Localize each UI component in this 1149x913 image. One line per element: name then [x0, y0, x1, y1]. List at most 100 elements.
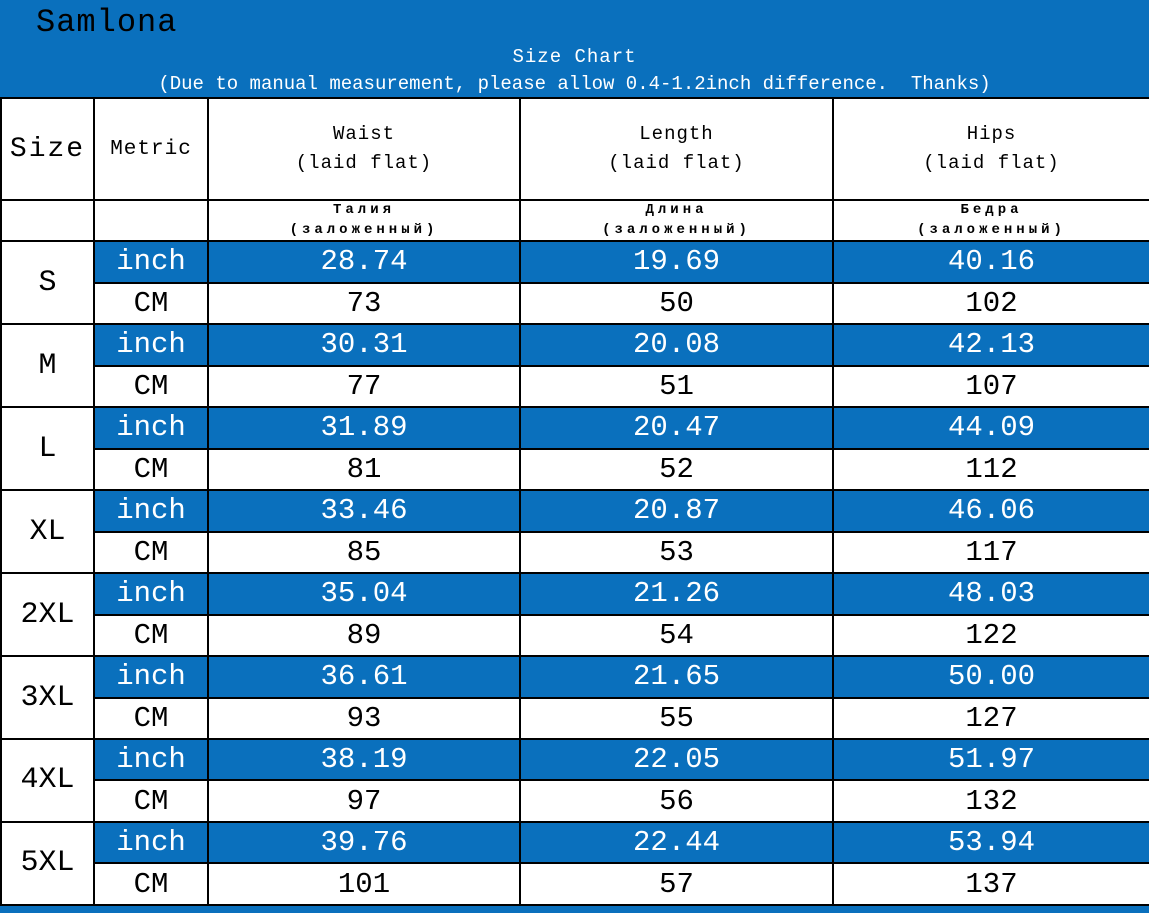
unit-label-inch: inch — [93, 820, 209, 865]
header-waist-ru: Талия (заложенный) — [207, 198, 521, 243]
brand-name: Samlona — [36, 4, 178, 41]
waist-inch-value: 30.31 — [207, 323, 521, 367]
unit-label-cm: CM — [93, 364, 209, 409]
unit-label-inch: inch — [93, 737, 209, 782]
hips-inch-value: 42.13 — [832, 323, 1149, 367]
header-hips: Hips (laid flat) — [832, 97, 1149, 201]
table-row-3xl-cm: CM 93 55 127 — [1, 696, 1149, 741]
hips-cm-value: 127 — [832, 696, 1149, 741]
hips-cm-value: 102 — [832, 281, 1149, 326]
hips-cm-value: 122 — [832, 613, 1149, 658]
length-cm-value: 55 — [519, 696, 834, 741]
length-cm-value: 51 — [519, 364, 834, 409]
size-label: 3XL — [0, 655, 95, 740]
table-row-4xl-inch: 4XL inch 38.19 22.05 51.97 — [0, 737, 1149, 823]
length-inch-value: 21.65 — [519, 655, 834, 699]
waist-inch-value: 35.04 — [207, 572, 521, 616]
waist-inch-value: 28.74 — [207, 240, 521, 284]
hips-cm-value: 107 — [832, 364, 1149, 409]
hips-inch-value: 53.94 — [832, 820, 1149, 865]
waist-inch-value: 36.61 — [207, 655, 521, 699]
page-title: Size Chart — [512, 46, 637, 68]
size-label: 5XL — [0, 820, 95, 907]
unit-label-cm: CM — [93, 447, 209, 492]
hips-cm-value: 137 — [832, 862, 1149, 906]
table-row-l-cm: CM 81 52 112 — [1, 447, 1149, 492]
table-row-xl-cm: CM 85 53 117 — [1, 530, 1149, 575]
table-row-s-inch: S inch 28.74 19.69 40.16 — [0, 240, 1149, 326]
table-row-m-inch: M inch 30.31 20.08 42.13 — [0, 323, 1149, 409]
hips-cm-value: 117 — [832, 530, 1149, 575]
waist-cm-value: 89 — [207, 613, 521, 658]
length-cm-value: 50 — [519, 281, 834, 326]
hips-inch-value: 46.06 — [832, 489, 1149, 533]
table-row-2xl-cm: CM 89 54 122 — [1, 613, 1149, 658]
length-inch-value: 20.47 — [519, 406, 834, 450]
waist-cm-value: 73 — [207, 281, 521, 326]
hips-inch-value: 51.97 — [832, 737, 1149, 782]
table-row-4xl-cm: CM 97 56 132 — [1, 779, 1149, 823]
waist-cm-value: 101 — [207, 862, 521, 906]
size-label: S — [0, 240, 95, 326]
length-inch-value: 22.44 — [519, 820, 834, 865]
length-inch-value: 20.08 — [519, 323, 834, 367]
length-cm-value: 52 — [519, 447, 834, 492]
header-waist-ru-label: Талия — [332, 202, 395, 218]
header-length-sub: (laid flat) — [608, 152, 745, 174]
size-label: 2XL — [0, 572, 95, 658]
table-row-l-inch: L inch 31.89 20.47 44.09 — [0, 406, 1149, 492]
unit-label-inch: inch — [93, 655, 209, 699]
unit-label-cm: CM — [93, 696, 209, 741]
header-length: Length (laid flat) — [519, 97, 834, 201]
measurement-note: (Due to manual measurement, please allow… — [158, 73, 991, 95]
length-cm-value: 54 — [519, 613, 834, 658]
table-row-3xl-inch: 3XL inch 36.61 21.65 50.00 — [0, 655, 1149, 740]
unit-label-inch: inch — [93, 240, 209, 284]
table-row-5xl-inch: 5XL inch 39.76 22.44 53.94 — [0, 820, 1149, 907]
length-inch-value: 19.69 — [519, 240, 834, 284]
size-label: XL — [0, 489, 95, 575]
header-row-russian: Талия (заложенный) Длина (заложенный) Бе… — [0, 198, 1149, 243]
empty-cell — [93, 198, 209, 243]
unit-label-cm: CM — [93, 281, 209, 326]
waist-inch-value: 38.19 — [207, 737, 521, 782]
waist-cm-value: 93 — [207, 696, 521, 741]
header-size: Size — [0, 97, 95, 201]
header-hips-ru: Бедра (заложенный) — [832, 198, 1149, 243]
table-row-2xl-inch: 2XL inch 35.04 21.26 48.03 — [0, 572, 1149, 658]
hips-inch-value: 48.03 — [832, 572, 1149, 616]
size-label: 4XL — [0, 738, 95, 823]
hips-cm-value: 112 — [832, 447, 1149, 492]
unit-label-cm: CM — [93, 530, 209, 575]
hips-inch-value: 40.16 — [832, 240, 1149, 284]
waist-cm-value: 77 — [207, 364, 521, 409]
length-cm-value: 56 — [519, 779, 834, 823]
header-hips-sub: (laid flat) — [923, 152, 1060, 174]
size-label: L — [0, 406, 95, 492]
header-hips-ru-label: Бедра — [960, 202, 1023, 218]
header-waist-sub: (laid flat) — [295, 152, 433, 174]
header-waist: Waist (laid flat) — [207, 97, 521, 201]
header-length-label: Length — [639, 122, 714, 145]
header-waist-ru-sub: (заложенный) — [289, 221, 439, 238]
empty-cell — [0, 198, 95, 243]
table-row-m-cm: CM 77 51 107 — [1, 364, 1149, 409]
hips-cm-value: 132 — [832, 779, 1149, 823]
waist-inch-value: 39.76 — [207, 820, 521, 865]
header-length-ru-label: Длина — [645, 202, 708, 218]
length-cm-value: 57 — [519, 862, 834, 906]
unit-label-inch: inch — [93, 572, 209, 616]
table-row-5xl-cm: CM 101 57 137 — [1, 862, 1149, 906]
length-inch-value: 21.26 — [519, 572, 834, 616]
waist-inch-value: 31.89 — [207, 406, 521, 450]
size-chart-table: Size Metric Waist (laid flat) Length (la… — [0, 97, 1149, 907]
size-label: M — [0, 323, 95, 409]
unit-label-inch: inch — [93, 406, 209, 450]
unit-label-cm: CM — [93, 779, 209, 823]
unit-label-inch: inch — [93, 489, 209, 533]
waist-cm-value: 85 — [207, 530, 521, 575]
header-hips-label: Hips — [966, 122, 1017, 145]
unit-label-cm: CM — [93, 613, 209, 658]
length-cm-value: 53 — [519, 530, 834, 575]
